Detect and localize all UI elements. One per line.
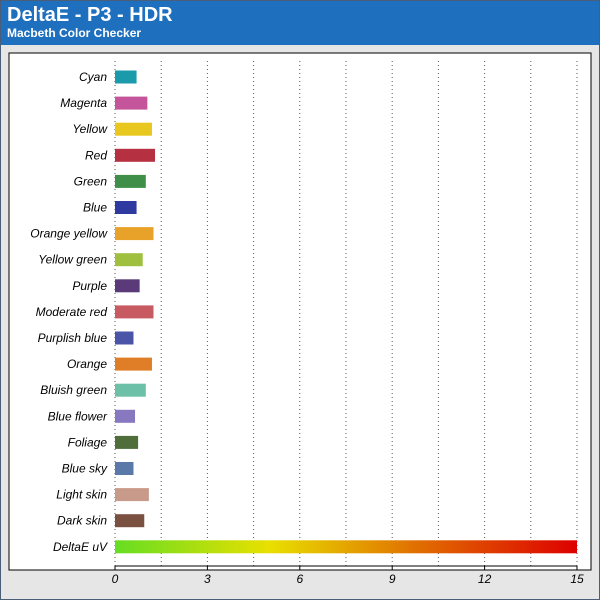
category-label: Light skin [56,488,107,502]
category-label: Magenta [60,96,107,110]
bar-foliage [115,435,139,449]
category-label: Green [74,174,108,188]
x-tick-label: 3 [204,572,211,586]
category-label: Purplish blue [38,331,108,345]
bar-orange [115,357,152,371]
bar-light-skin [115,488,149,502]
bar-yellow [115,122,152,136]
chart-header: DeltaE - P3 - HDR Macbeth Color Checker [1,1,599,45]
category-label: Red [85,148,107,162]
category-label: Orange yellow [30,227,108,241]
chart-subtitle: Macbeth Color Checker [7,26,142,40]
category-labels: Cyan Magenta Yellow Red Green Blue Orange yell… [30,70,108,554]
bar-magenta [115,96,148,110]
bar-blue-sky [115,462,134,475]
category-label: Cyan [79,70,107,84]
category-label: Orange [67,357,107,371]
category-label: Blue flower [48,409,108,423]
bar-deltae-uv [115,540,577,554]
bar-blue-flower [115,409,136,423]
x-tick-label: 6 [296,572,303,586]
category-label: DeltaE uV [53,540,108,554]
bar-dark-skin [115,514,145,528]
bar-red [115,148,156,162]
bar-orange-yellow [115,227,154,241]
category-label: Bluish green [40,383,107,397]
bar-moderate-red [115,305,154,319]
bar-cyan [115,70,137,84]
category-label: Moderate red [36,305,108,319]
x-tick-label: 12 [478,572,492,586]
bar-blue [115,201,137,214]
category-label: Foliage [68,435,108,449]
bars [115,70,577,554]
category-label: Purple [72,279,107,293]
x-tick-label: 15 [570,572,584,586]
category-label: Dark skin [57,514,107,528]
bar-bluish-green [115,383,146,397]
category-label: Yellow [72,122,108,136]
category-label: Yellow green [38,253,107,267]
x-tick-label: 0 [112,572,119,586]
chart-title: DeltaE - P3 - HDR [7,4,173,26]
x-tick-label: 9 [389,572,396,586]
plot-area [8,52,592,571]
category-label: Blue [83,201,107,215]
bar-yellow-green [115,253,143,267]
bar-green [115,174,146,188]
x-axis-ticks: 0 3 6 9 12 15 [112,566,584,586]
bar-purplish-blue [115,331,134,345]
bar-purple [115,279,140,293]
category-label: Blue sky [62,462,108,476]
